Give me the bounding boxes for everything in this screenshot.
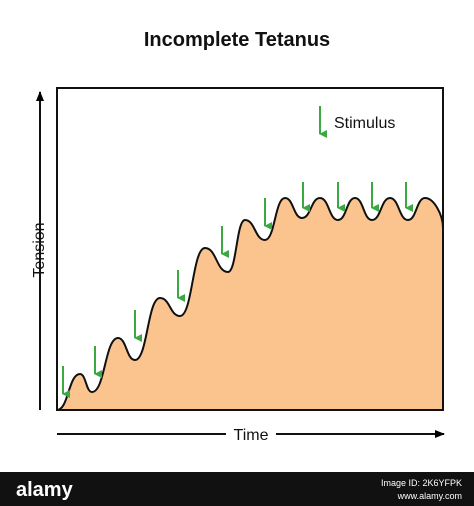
legend-label: Stimulus bbox=[334, 115, 395, 132]
tension-curve bbox=[56, 196, 444, 411]
x-axis-label: Time bbox=[234, 427, 269, 444]
stimulus-arrows bbox=[62, 182, 413, 398]
watermark-bar bbox=[0, 472, 474, 506]
plot-frame bbox=[56, 87, 444, 411]
title: Incomplete Tetanus bbox=[144, 29, 330, 51]
watermark-id: Image ID: 2K6YFPK bbox=[381, 478, 462, 488]
y-axis-label: Tension bbox=[31, 222, 48, 277]
tension-area bbox=[57, 198, 443, 410]
watermark-brand: alamy bbox=[16, 479, 74, 501]
watermark-url: www.alamy.com bbox=[397, 491, 462, 501]
